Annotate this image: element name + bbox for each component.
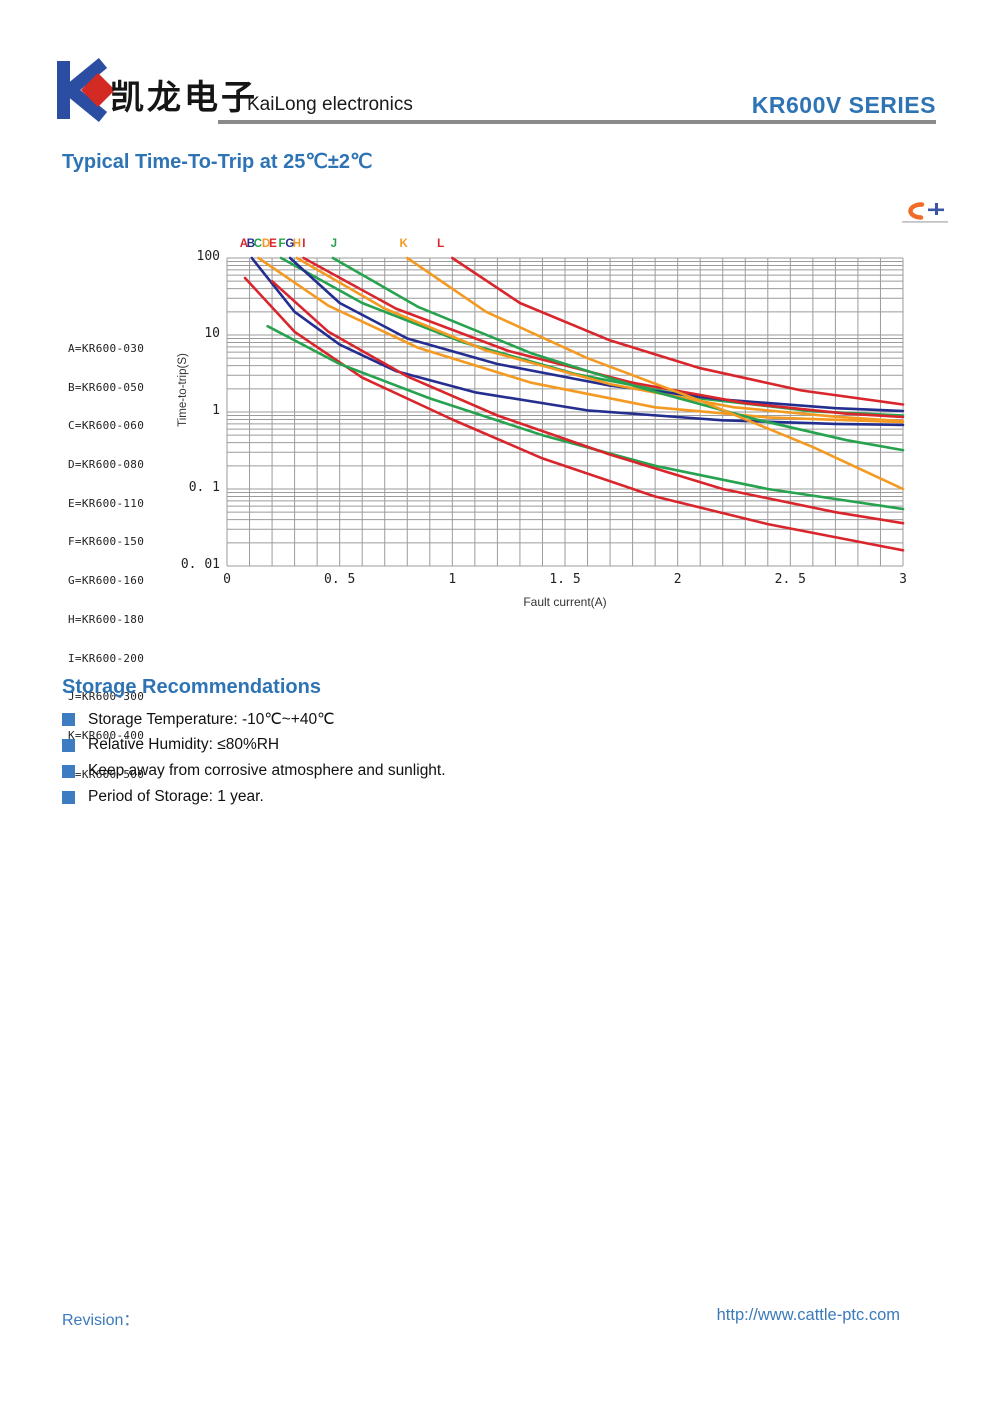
header-divider xyxy=(218,120,936,124)
x-tick: 3 xyxy=(899,572,907,587)
curve-label-I: I xyxy=(302,238,305,250)
kailong-logo-icon xyxy=(57,58,115,122)
legend-item: K=KR600-400 xyxy=(68,729,145,742)
x-tick: 2. 5 xyxy=(775,572,806,587)
legend-item: H=KR600-180 xyxy=(68,612,145,626)
storage-item-text: Period of Storage: 1 year. xyxy=(88,788,264,805)
series-title: KR600V SERIES xyxy=(751,92,936,118)
curve-B xyxy=(250,256,905,427)
curve-label-D: D xyxy=(262,238,270,250)
curve-label-L: L xyxy=(437,238,444,250)
legend-item: L=KR600-500 xyxy=(68,767,145,781)
storage-item: Relative Humidity: ≤80%RH xyxy=(62,734,279,756)
y-tick-1: 1 xyxy=(212,403,220,418)
watermark-underline xyxy=(902,221,948,223)
curve-L xyxy=(451,256,905,406)
logo-k-bar xyxy=(57,61,70,119)
legend-item: G=KR600-160 xyxy=(68,574,145,588)
legend-item: B=KR600-050 xyxy=(68,380,145,394)
plot-area: ABC DE F GH I J K L 0 0. 5 1 1. 5 2 2. 5 3 Fault curren… xyxy=(223,238,907,609)
storage-item-text: Relative Humidity: ≤80%RH xyxy=(88,736,280,753)
watermark-orange-swoosh xyxy=(908,202,925,220)
legend-item: J=KR600-300 xyxy=(68,690,145,704)
bullet-square-icon xyxy=(62,738,75,752)
curve-label-H: H xyxy=(293,238,301,250)
header: 凯龙电子 KaiLong electronics KR600V SERIES xyxy=(0,0,1000,130)
curve-label-K: K xyxy=(400,238,409,250)
x-axis-label: Fault current(A) xyxy=(523,595,606,609)
x-tick: 1 xyxy=(448,572,456,587)
curve-label-C: C xyxy=(254,238,262,250)
curve-label-B: B xyxy=(247,238,255,250)
x-tick: 1. 5 xyxy=(549,572,580,587)
logo-red-diamond xyxy=(81,73,115,107)
curve-I xyxy=(302,256,905,419)
curve-D xyxy=(257,256,905,424)
curve-C xyxy=(266,324,905,511)
watermark-logo-icon xyxy=(902,202,948,223)
page-title: Typical Time-To-Trip at 25℃±2℃ xyxy=(62,151,373,173)
storage-item: Storage Temperature: -10℃~+40℃ xyxy=(62,708,335,730)
curve-E xyxy=(270,279,905,525)
y-tick-0-01: 0. 01 xyxy=(180,557,220,572)
storage-heading: Storage Recommendations xyxy=(62,676,321,698)
legend-item: F=KR600-150 xyxy=(68,535,145,549)
logo-k-arm-bottom xyxy=(65,84,108,122)
bullet-square-icon xyxy=(62,764,75,778)
curve-label-A: A xyxy=(240,238,248,250)
legend-item: I=KR600-200 xyxy=(68,651,145,665)
legend-item: D=KR600-080 xyxy=(68,457,145,471)
storage-item-text: Keep away from corrosive atmosphere and … xyxy=(88,762,446,779)
curve-A xyxy=(243,276,905,552)
x-tick: 0. 5 xyxy=(324,572,355,587)
chart-legend: A=KR600-030 B=KR600-050 C=KR600-060 D=KR… xyxy=(68,317,144,807)
watermark-plus-vertical xyxy=(935,203,938,215)
y-tick-0-1: 0. 1 xyxy=(188,480,220,495)
revision-label: Revision： xyxy=(62,1312,140,1329)
curve-J xyxy=(331,256,905,452)
legend-item: A=KR600-030 xyxy=(68,341,145,355)
legend-item: E=KR600-110 xyxy=(68,496,145,510)
storage-item: Period of Storage: 1 year. xyxy=(62,786,264,808)
curve-K xyxy=(406,256,905,491)
company-name-cn: 凯龙电子 xyxy=(110,78,258,118)
x-tick: 2 xyxy=(674,572,682,587)
curve-H xyxy=(295,256,905,423)
curve-label-E: E xyxy=(269,238,277,250)
curve-G xyxy=(288,256,905,413)
curve-label-G: G xyxy=(285,238,294,250)
footer-url-link[interactable]: http://www.cattle-ptc.com xyxy=(716,1306,900,1324)
y-tick-10: 10 xyxy=(204,326,220,341)
x-tick: 0 xyxy=(223,572,231,587)
storage-item-text: Storage Temperature: -10℃~+40℃ xyxy=(88,710,335,728)
curve-label-F: F xyxy=(278,238,285,250)
curve-label-J: J xyxy=(331,238,337,250)
bullet-square-icon xyxy=(62,790,75,804)
company-name-en: KaiLong electronics xyxy=(247,94,413,115)
y-tick-100: 100 xyxy=(196,249,220,264)
bullet-square-icon xyxy=(62,712,75,726)
logo-k-arm-top xyxy=(65,58,108,96)
legend-item: C=KR600-060 xyxy=(68,419,145,433)
storage-item: Keep away from corrosive atmosphere and … xyxy=(62,760,446,782)
